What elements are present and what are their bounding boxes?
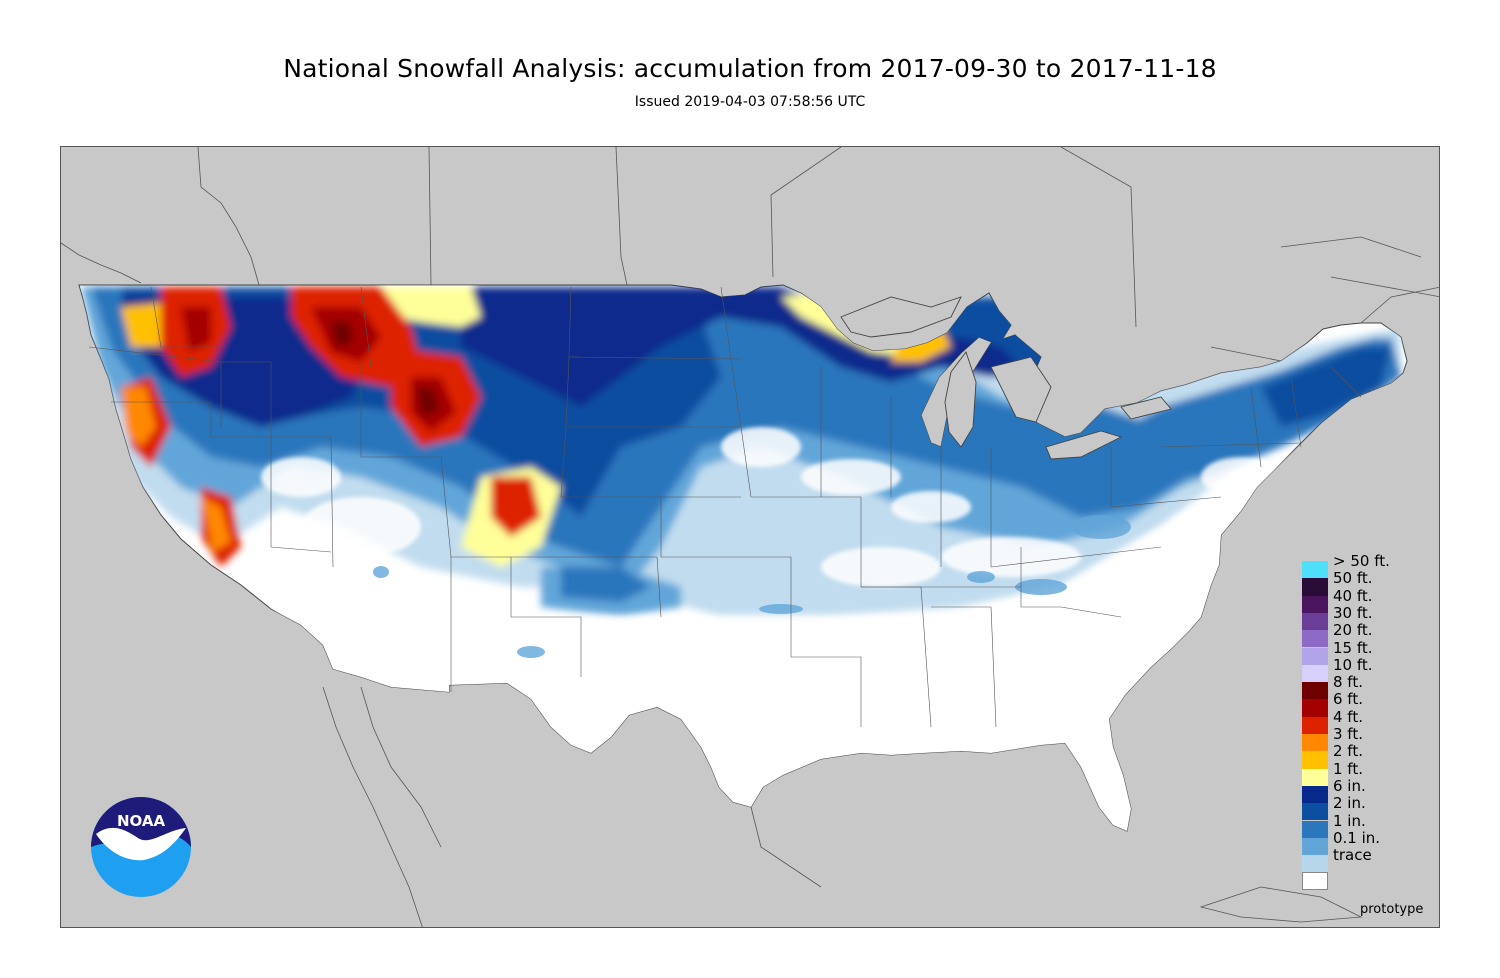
legend-swatch bbox=[1302, 630, 1328, 648]
legend-swatch bbox=[1302, 682, 1328, 700]
legend-swatch bbox=[1302, 785, 1328, 804]
legend-label: 6 ft. bbox=[1333, 690, 1363, 709]
legend-swatch bbox=[1302, 734, 1328, 752]
legend-label: trace bbox=[1333, 846, 1372, 865]
legend-swatch bbox=[1302, 664, 1328, 683]
logo-text: NOAA bbox=[117, 812, 166, 830]
legend-label: 30 ft. bbox=[1333, 603, 1373, 622]
legend-item: 1 ft. bbox=[1302, 760, 1422, 786]
legend-label: 1 in. bbox=[1333, 811, 1366, 830]
legend-item: trace bbox=[1302, 846, 1422, 873]
legend-swatch bbox=[1302, 716, 1328, 734]
legend-item: 50 ft. bbox=[1302, 569, 1422, 596]
legend-item bbox=[1302, 872, 1422, 890]
legend-item: 2 in. bbox=[1302, 794, 1422, 821]
snowfall-map bbox=[60, 146, 1440, 928]
legend-label: 50 ft. bbox=[1333, 569, 1373, 588]
legend-swatch bbox=[1302, 578, 1328, 596]
legend-label: > 50 ft. bbox=[1333, 552, 1390, 570]
legend-label: 15 ft. bbox=[1333, 638, 1373, 657]
legend-item: 15 ft. bbox=[1302, 639, 1422, 665]
legend-label: 1 ft. bbox=[1333, 759, 1363, 778]
legend-label: 4 ft. bbox=[1333, 707, 1363, 726]
legend-swatch bbox=[1302, 612, 1328, 631]
legend-swatch bbox=[1302, 803, 1328, 821]
legend-swatch bbox=[1302, 768, 1328, 786]
legend-swatch bbox=[1302, 595, 1328, 613]
legend-label: 6 in. bbox=[1333, 776, 1366, 795]
legend-swatch bbox=[1302, 855, 1328, 873]
legend-swatch bbox=[1302, 872, 1328, 890]
legend-label: 2 in. bbox=[1333, 794, 1366, 813]
legend-label: 8 ft. bbox=[1333, 673, 1363, 692]
legend-swatch bbox=[1302, 837, 1328, 856]
prototype-watermark: prototype bbox=[1360, 902, 1424, 917]
legend-label: 2 ft. bbox=[1333, 742, 1363, 761]
legend-item: 2 ft. bbox=[1302, 742, 1422, 769]
legend-item: 6 in. bbox=[1302, 777, 1422, 804]
legend-item: 3 ft. bbox=[1302, 725, 1422, 752]
legend-label: 40 ft. bbox=[1333, 586, 1373, 605]
legend-item: 4 ft. bbox=[1302, 708, 1422, 734]
legend-item: 6 ft. bbox=[1302, 690, 1422, 717]
legend-item: 1 in. bbox=[1302, 812, 1422, 838]
legend-item: 0.1 in. bbox=[1302, 829, 1422, 856]
legend-label: 3 ft. bbox=[1333, 725, 1363, 743]
legend-item: 8 ft. bbox=[1302, 673, 1422, 700]
map-title: National Snowfall Analysis: accumulation… bbox=[283, 54, 1217, 83]
issued-timestamp: Issued 2019-04-03 07:58:56 UTC bbox=[634, 94, 866, 110]
noaa-logo: NOAA bbox=[90, 796, 192, 898]
legend-label: 0.1 in. bbox=[1333, 828, 1381, 847]
legend-label: 10 ft. bbox=[1333, 655, 1373, 674]
legend-swatch bbox=[1302, 699, 1328, 717]
legend-swatch bbox=[1302, 820, 1328, 838]
legend-item: 40 ft. bbox=[1302, 587, 1422, 613]
legend-item: > 50 ft. bbox=[1302, 552, 1422, 579]
legend-swatch bbox=[1302, 561, 1328, 579]
legend-label: 20 ft. bbox=[1333, 621, 1373, 640]
legend-swatch bbox=[1302, 751, 1328, 769]
legend-swatch bbox=[1302, 647, 1328, 665]
legend-item: 30 ft. bbox=[1302, 604, 1422, 631]
legend-item: 10 ft. bbox=[1302, 656, 1422, 683]
legend-item: 20 ft. bbox=[1302, 621, 1422, 648]
